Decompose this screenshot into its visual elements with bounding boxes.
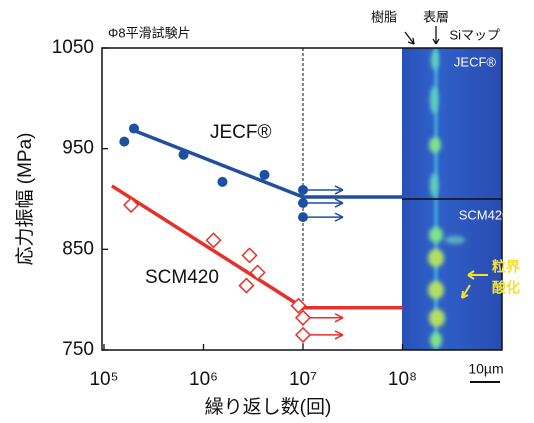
data-point (179, 150, 189, 160)
runout-arrow (303, 199, 343, 207)
data-point (296, 328, 310, 342)
inset-label: 酸化 (492, 280, 520, 296)
data-point (217, 177, 227, 187)
data-point (259, 170, 269, 180)
data-point (239, 279, 253, 293)
inset-label: 粒界 (492, 259, 521, 275)
data-point (243, 248, 257, 262)
x-tick-label: 10⁵ (89, 369, 118, 390)
surface-label: 表層 (423, 9, 449, 24)
y-tick-label: 1050 (52, 37, 94, 58)
resin-label: 樹脂 (371, 9, 397, 24)
data-point (129, 124, 139, 134)
y-axis-label: 応力振幅 (MPa) (14, 132, 36, 265)
runout-arrow (303, 186, 343, 194)
fit-line (112, 186, 403, 308)
y-tick-label: 850 (62, 238, 94, 259)
scale-label: 10µm (468, 361, 503, 377)
series-label: SCM420 (145, 267, 219, 288)
data-point (206, 233, 220, 247)
x-tick-label: 10⁸ (388, 369, 417, 390)
runout-arrow (303, 213, 343, 221)
si-map-label: Siマップ (449, 27, 500, 42)
inset-label: SCM420 (459, 207, 510, 222)
x-tick-label: 10⁶ (189, 369, 218, 390)
si-map-inset (402, 26, 502, 382)
series-label: JECF® (210, 122, 272, 143)
data-point (298, 198, 308, 208)
inset-label: JECF® (454, 54, 497, 69)
data-point (298, 185, 308, 195)
chart: Φ8平滑試験片 樹脂 表層 Siマップ JECF® SCM420 粒界 酸化 1… (0, 0, 534, 423)
data-point (298, 212, 308, 222)
data-point (119, 137, 129, 147)
x-tick-label: 10⁷ (289, 369, 317, 390)
specimen-label: Φ8平滑試験片 (108, 25, 191, 40)
y-tick-label: 750 (62, 339, 94, 360)
x-axis-label: 繰り返し数(回) (205, 396, 332, 418)
y-tick-label: 950 (62, 138, 94, 159)
